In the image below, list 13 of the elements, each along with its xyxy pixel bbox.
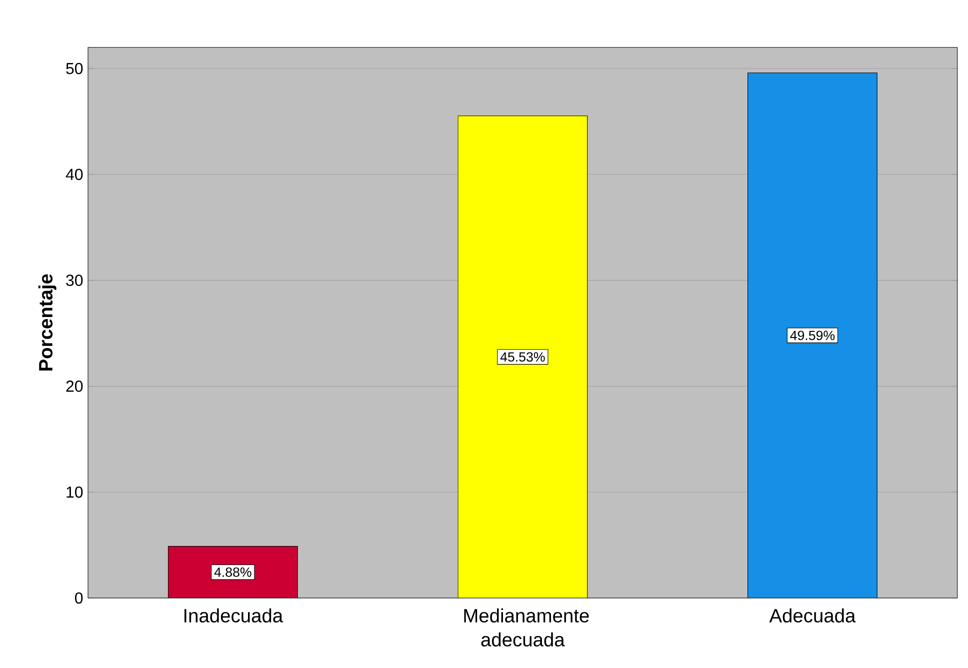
y-tick-label: 30 (66, 274, 83, 286)
y-tick-label: 40 (66, 168, 83, 180)
y-axis-title: Porcentaje (38, 274, 56, 370)
data-label: 4.88% (214, 567, 252, 577)
x-tick-label: Medianamente adecuada (464, 608, 589, 646)
y-tick-label: 0 (75, 592, 83, 604)
data-label: 49.59% (790, 330, 835, 340)
data-label: 45.53% (500, 352, 545, 362)
y-tick-label: 50 (66, 62, 83, 74)
x-tick-label: Inadecuada (184, 608, 284, 622)
y-tick-label: 10 (66, 486, 83, 498)
y-tick-label: 20 (66, 380, 83, 392)
x-tick-label: Adecuada (769, 608, 856, 622)
